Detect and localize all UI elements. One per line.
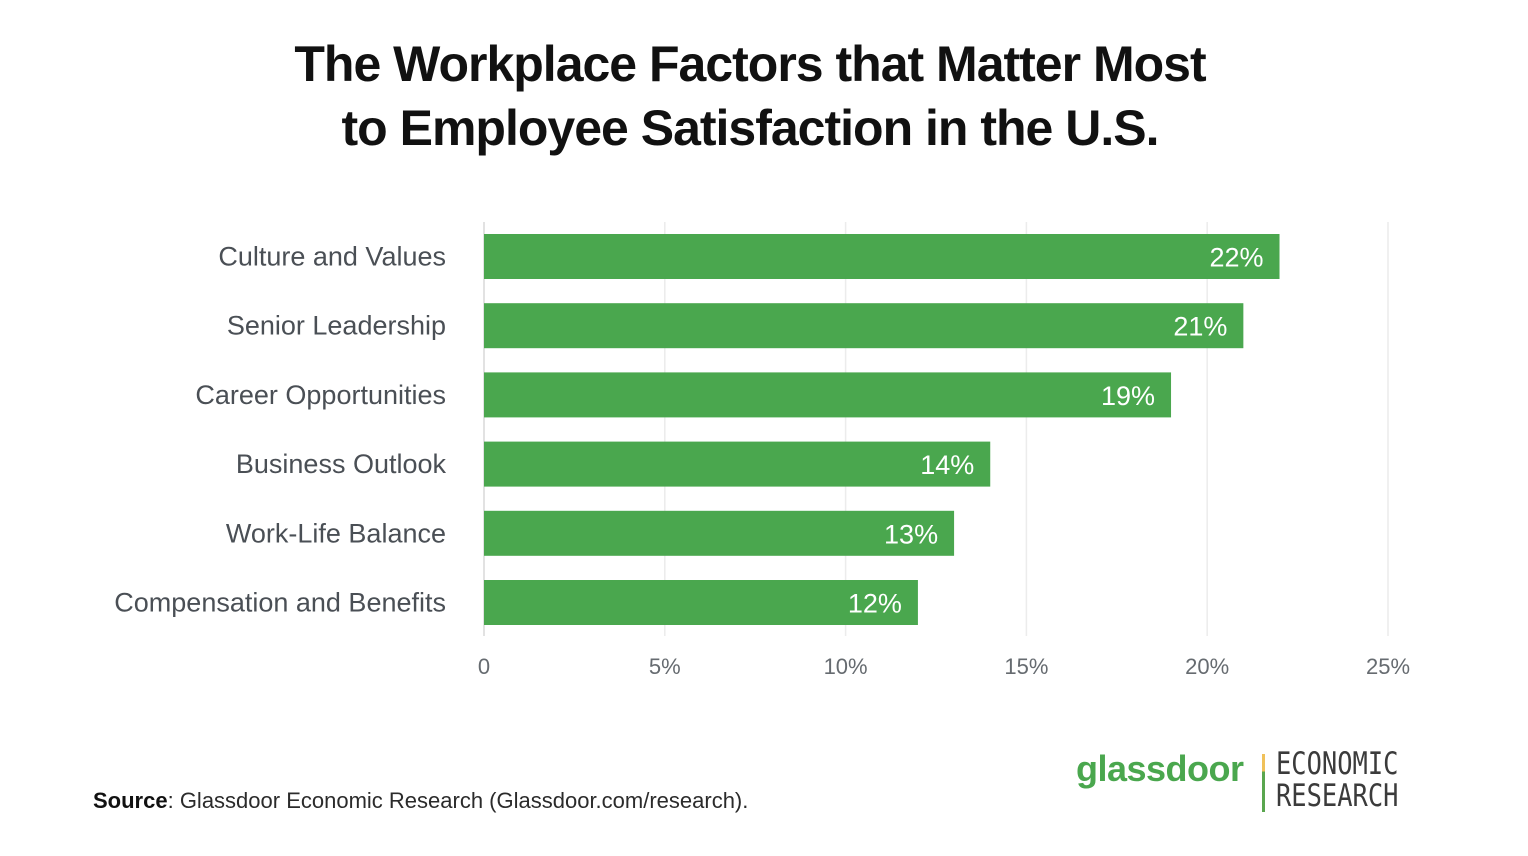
chart-title-line-2: to Employee Satisfaction in the U.S. <box>341 100 1160 156</box>
category-label: Senior Leadership <box>227 311 446 341</box>
economic-research-wordmark: ECONOMIC RESEARCH <box>1276 748 1398 812</box>
logo-unit-line-1: ECONOMIC <box>1276 746 1399 782</box>
chart-title-line-1: The Workplace Factors that Matter Most <box>294 36 1206 92</box>
bar-chart: 22% 21% 19% 14% 13% 12% Culture and Values Sen… <box>114 222 1410 679</box>
x-tick-label: 10% <box>824 654 868 679</box>
x-tick-label: 0 <box>478 654 490 679</box>
source-text: : Glassdoor Economic Research (Glassdoor… <box>167 788 749 813</box>
category-label: Compensation and Benefits <box>114 588 446 618</box>
bar <box>484 441 991 487</box>
category-label: Business Outlook <box>236 449 447 479</box>
glassdoor-wordmark: glassdoor <box>1076 748 1244 789</box>
source-note: Source: Glassdoor Economic Research (Gla… <box>93 788 748 814</box>
bar <box>484 303 1244 349</box>
bar-value-label: 12% <box>848 589 902 619</box>
category-label: Career Opportunities <box>195 380 446 410</box>
category-label: Culture and Values <box>218 242 446 272</box>
category-label: Work-Life Balance <box>226 518 446 548</box>
logo-divider <box>1262 754 1265 812</box>
bar <box>484 510 955 556</box>
source-key: Source <box>93 788 168 813</box>
bar-value-label: 14% <box>920 450 974 480</box>
x-axis-ticks: 0 5% 10% 15% 20% 25% <box>478 654 1410 679</box>
x-tick-label: 15% <box>1004 654 1048 679</box>
bar-value-label: 22% <box>1209 243 1263 273</box>
bar-value-label: 13% <box>884 519 938 549</box>
bars: 22% 21% 19% 14% 13% 12% <box>484 234 1280 625</box>
x-tick-label: 5% <box>649 654 681 679</box>
glassdoor-economic-research-logo: glassdoor ECONOMIC RESEARCH <box>1076 748 1416 818</box>
logo-unit-line-2: RESEARCH <box>1276 778 1399 814</box>
gridlines <box>483 222 1389 636</box>
bar <box>484 234 1280 279</box>
x-tick-label: 20% <box>1185 654 1229 679</box>
bar <box>484 580 918 625</box>
bar-value-label: 19% <box>1101 381 1155 411</box>
bar-value-label: 21% <box>1173 312 1227 342</box>
bar <box>484 372 1172 418</box>
x-tick-label: 25% <box>1366 654 1410 679</box>
category-labels: Culture and Values Senior Leadership Caree… <box>114 242 446 618</box>
